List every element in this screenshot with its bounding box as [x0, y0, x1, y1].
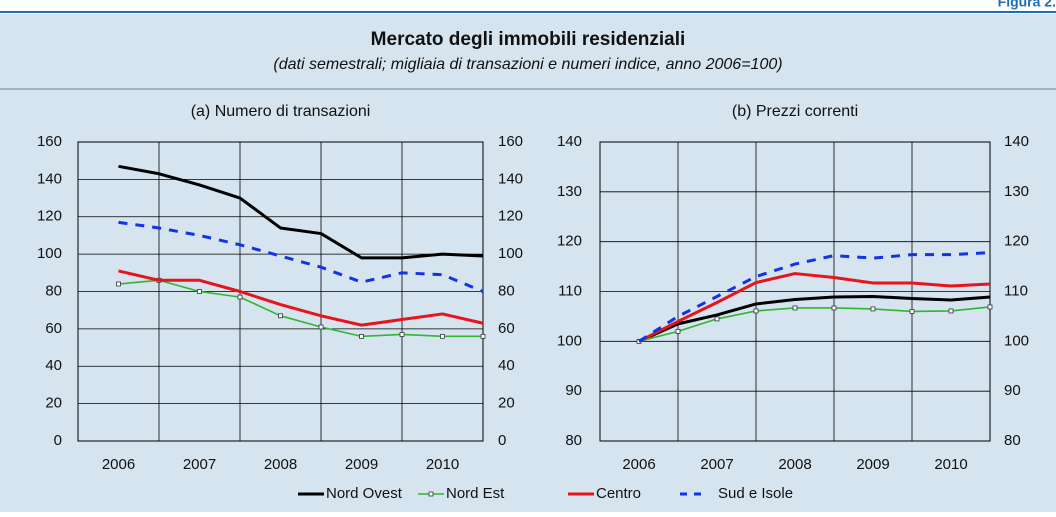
- series-line: [638, 251, 991, 343]
- legend-label: Centro: [596, 485, 641, 502]
- legend-marker: [428, 491, 434, 497]
- x-tick-label: 2006: [622, 456, 655, 473]
- y2-tick-label: 100: [1004, 332, 1029, 349]
- marker: [197, 289, 202, 294]
- series-line: [118, 279, 483, 338]
- y-tick-label: 110: [558, 282, 582, 299]
- title: Mercato degli immobili residenziali: [371, 29, 686, 50]
- background: [0, 14, 1056, 512]
- marker: [116, 281, 121, 287]
- marker: [987, 304, 993, 310]
- y2-tick-label: 0: [498, 432, 506, 449]
- marker: [948, 308, 954, 314]
- x-tick-label: 2010: [934, 456, 967, 473]
- y-tick-label: 160: [37, 133, 62, 150]
- y-tick-label: 100: [557, 332, 582, 349]
- marker: [909, 309, 915, 314]
- x-tick-label: 2008: [778, 456, 811, 473]
- y-tick-label: 100: [37, 245, 62, 262]
- panel-title: (a) Numero di transazioni: [191, 103, 371, 120]
- marker: [237, 294, 243, 300]
- y-tick-label: 90: [565, 382, 582, 399]
- y2-tick-label: 80: [1004, 432, 1021, 449]
- y2-tick-label: 40: [498, 357, 515, 374]
- y-tick-label: 140: [37, 170, 62, 187]
- y2-tick-label: 160: [498, 133, 523, 150]
- series-line: [638, 306, 991, 343]
- panel-title: (b) Prezzi correnti: [732, 103, 858, 120]
- series-line: [118, 220, 484, 293]
- y2-tick-label: 90: [1004, 382, 1021, 399]
- y-tick-label: 20: [45, 395, 62, 412]
- legend-label: Nord Est: [446, 485, 505, 502]
- y2-tick-label: 80: [498, 282, 515, 299]
- x-tick-label: 2007: [183, 456, 216, 473]
- y2-tick-label: 130: [1004, 183, 1029, 200]
- y2-tick-label: 120: [498, 208, 523, 225]
- marker: [714, 316, 720, 322]
- x-tick-label: 2008: [264, 456, 297, 473]
- series-line: [638, 272, 991, 343]
- figure-label: Figura 2.: [998, 0, 1056, 10]
- y-tick-label: 140: [557, 133, 582, 150]
- marker: [278, 313, 283, 319]
- y2-tick-label: 20: [498, 395, 515, 412]
- plot-frame: [599, 141, 991, 442]
- subtitle: (dati semestrali; migliaia di transazion…: [273, 56, 782, 73]
- series-line: [638, 294, 991, 343]
- y-tick-label: 80: [45, 282, 62, 299]
- x-tick-label: 2010: [426, 456, 459, 473]
- marker: [870, 306, 876, 312]
- y2-tick-label: 140: [498, 170, 523, 187]
- marker: [675, 328, 681, 334]
- y-tick-label: 0: [54, 432, 62, 449]
- y-tick-label: 120: [37, 208, 62, 225]
- marker: [753, 308, 759, 314]
- y2-tick-label: 110: [1004, 282, 1028, 299]
- y2-tick-label: 140: [1004, 133, 1029, 150]
- marker: [359, 333, 364, 339]
- marker: [480, 333, 486, 339]
- legend-label: Sud e Isole: [718, 485, 793, 502]
- y2-tick-label: 60: [498, 320, 515, 337]
- marker: [831, 305, 837, 311]
- marker: [792, 305, 798, 311]
- x-tick-label: 2009: [856, 456, 889, 473]
- series-line: [118, 269, 484, 327]
- y2-tick-label: 100: [498, 245, 523, 262]
- y2-tick-label: 120: [1004, 233, 1029, 250]
- marker: [399, 332, 405, 337]
- y-tick-label: 60: [45, 320, 62, 337]
- marker: [318, 324, 324, 330]
- marker: [440, 333, 445, 339]
- y-tick-label: 40: [45, 357, 62, 374]
- x-tick-label: 2007: [700, 456, 733, 473]
- y-tick-label: 80: [565, 432, 582, 449]
- y-tick-label: 130: [557, 183, 582, 200]
- series-line: [118, 164, 484, 260]
- x-tick-label: 2006: [102, 456, 135, 473]
- y-tick-label: 120: [557, 233, 582, 250]
- legend-label: Nord Ovest: [326, 485, 403, 502]
- x-tick-label: 2009: [345, 456, 378, 473]
